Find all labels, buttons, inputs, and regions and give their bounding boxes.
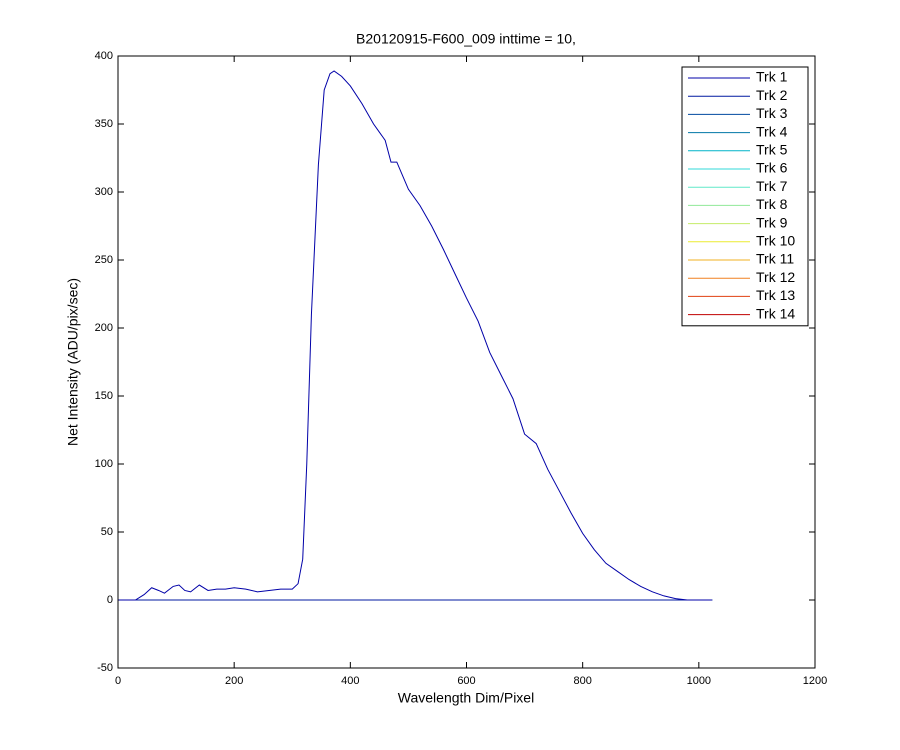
y-tick-label: 100 xyxy=(95,458,113,470)
legend-label: Trk 14 xyxy=(756,305,795,321)
legend-label: Trk 9 xyxy=(756,214,788,230)
x-tick-label: 800 xyxy=(573,675,591,687)
x-tick-label: 600 xyxy=(457,675,475,687)
y-tick-label: 300 xyxy=(95,186,113,198)
legend-box xyxy=(681,66,809,327)
legend-label: Trk 3 xyxy=(756,105,788,121)
x-tick-label: 1000 xyxy=(687,675,711,687)
x-axis-label: Wavelength Dim/Pixel xyxy=(398,690,534,706)
legend-label: Trk 7 xyxy=(756,178,788,194)
y-tick-label: 200 xyxy=(95,322,113,334)
y-tick-label: 0 xyxy=(107,594,113,606)
legend-label: Trk 12 xyxy=(756,269,795,285)
legend-label: Trk 5 xyxy=(756,142,788,158)
x-tick-label: 400 xyxy=(341,675,359,687)
chart-title: B20120915-F600_009 inttime = 10, xyxy=(356,31,576,47)
legend-label: Trk 6 xyxy=(756,160,788,176)
legend-label: Trk 13 xyxy=(756,287,795,303)
legend-label: Trk 11 xyxy=(756,251,794,267)
legend-label: Trk 10 xyxy=(756,233,795,249)
y-tick-label: 400 xyxy=(95,50,113,62)
legend-label: Trk 2 xyxy=(756,87,788,103)
legend-label: Trk 8 xyxy=(756,196,788,212)
x-tick-label: 1200 xyxy=(803,675,827,687)
x-tick-label: 200 xyxy=(225,675,243,687)
y-tick-label: 250 xyxy=(95,254,113,266)
y-tick-label: 350 xyxy=(95,118,113,130)
x-tick-label: 0 xyxy=(115,675,121,687)
plot-frame xyxy=(117,55,816,669)
y-tick-label: 150 xyxy=(95,390,113,402)
y-tick-label: 50 xyxy=(101,526,113,538)
y-axis-label: Net Intensity (ADU/pix/sec) xyxy=(65,278,81,446)
series-line xyxy=(118,70,713,601)
legend-label: Trk 1 xyxy=(756,69,788,85)
legend-label: Trk 4 xyxy=(756,123,788,139)
y-tick-label: -50 xyxy=(97,662,113,674)
